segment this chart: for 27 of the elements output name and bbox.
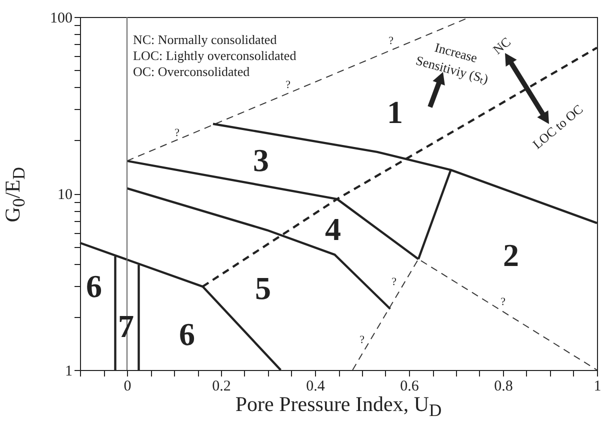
annotation: ? xyxy=(286,79,291,91)
y-tick-label: 10 xyxy=(58,187,72,203)
annotation: NC: Normally consolidated xyxy=(133,32,278,47)
annotation: ? xyxy=(392,276,397,288)
x-tick-label: 0.2 xyxy=(212,378,231,394)
annotation: LOC: Lightly overconsolidated xyxy=(133,48,297,63)
annotation: 6 xyxy=(86,268,102,304)
annotation: 5 xyxy=(255,270,271,306)
annotation: NC xyxy=(490,34,514,58)
annotation: 2 xyxy=(503,237,519,273)
x-tick-label: 0 xyxy=(124,378,132,394)
annotation: 4 xyxy=(325,211,341,247)
x-tick-label: 0.6 xyxy=(400,378,420,394)
annotation: 6 xyxy=(179,316,195,352)
annotation: ? xyxy=(388,35,394,47)
annotation: OC: Overconsolidated xyxy=(133,64,250,79)
x-axis-title: Pore Pressure Index, U$_{D}$ xyxy=(235,392,442,420)
x-tick-label: 1 xyxy=(594,378,602,394)
x-tick-label: 0.8 xyxy=(494,378,513,394)
y-tick-label: 100 xyxy=(50,10,72,26)
annotation: 3 xyxy=(253,142,269,178)
annotation: ? xyxy=(360,334,365,346)
annotation: ? xyxy=(500,296,506,308)
y-tick-label: 1 xyxy=(65,364,72,380)
annotation: 1 xyxy=(387,94,403,130)
x-tick-label: 0.4 xyxy=(306,378,326,394)
annotation: ? xyxy=(174,127,180,139)
